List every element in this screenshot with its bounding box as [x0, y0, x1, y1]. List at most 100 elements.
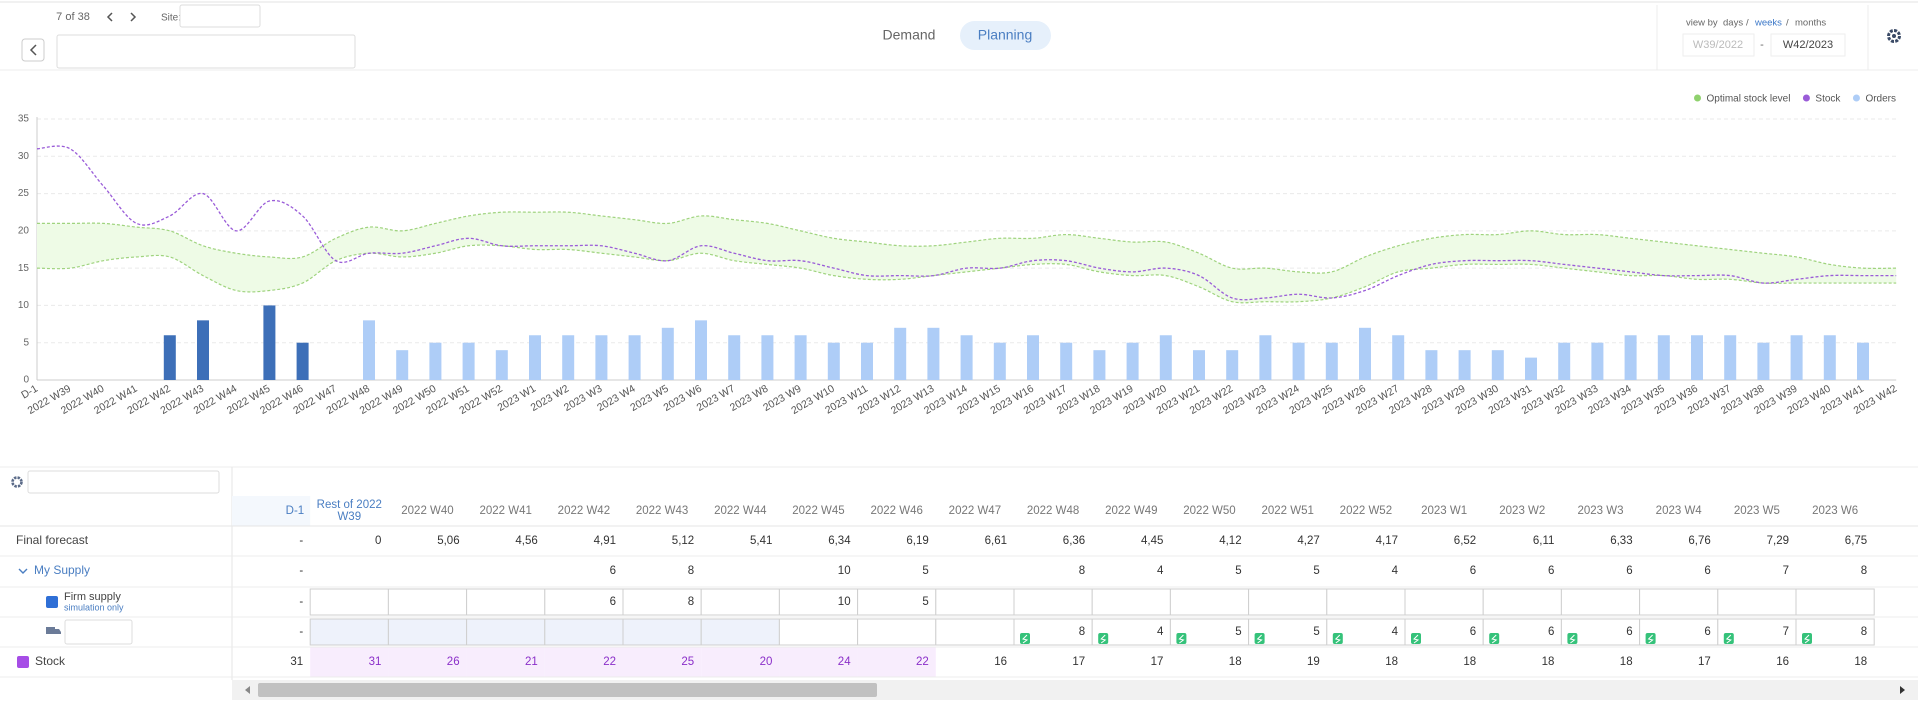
bar [827, 342, 840, 380]
bar [1458, 350, 1471, 380]
column-header: 2022 W46 [870, 505, 922, 517]
bar [1126, 342, 1139, 380]
tab-demand[interactable]: Demand [883, 27, 936, 43]
scroll-left[interactable] [245, 686, 250, 694]
column-header: 2022 W49 [1105, 505, 1157, 517]
bar [1857, 342, 1869, 380]
view-days[interactable]: days [1723, 18, 1743, 29]
y-tick-label: 15 [18, 263, 30, 274]
bar [1724, 335, 1737, 380]
table-search-input[interactable] [27, 470, 220, 494]
optimal-band-upper [36, 211, 1897, 274]
supply-input-cell [622, 618, 702, 646]
bar [993, 342, 1006, 380]
supplier-icon [1645, 633, 1656, 644]
bar [396, 350, 409, 380]
stock-highlight [466, 647, 545, 677]
bar [1159, 335, 1172, 380]
scrollbar-thumb[interactable] [258, 683, 877, 697]
cell-value: 20 [760, 656, 773, 668]
settings-icon[interactable] [1887, 29, 1901, 43]
table-settings-icon[interactable] [11, 476, 23, 488]
bar [1060, 342, 1073, 380]
cell-value: 6 [1704, 565, 1710, 577]
truck-icon [46, 627, 55, 634]
supplier-icon-mark [1804, 634, 1811, 644]
cell-value: 6,11 [1533, 535, 1555, 547]
firm-input-cell [1248, 588, 1328, 616]
prev-button[interactable] [106, 12, 113, 22]
legend-dot [1802, 94, 1810, 102]
column-header: 2023 W4 [1656, 505, 1702, 517]
tab-planning[interactable]: Planning [978, 27, 1033, 43]
column-header-text: 2022 W43 [635, 505, 689, 517]
column-header-text: 2022 W48 [1026, 505, 1080, 517]
cell-value: 24 [838, 656, 851, 668]
range-to-input[interactable] [1770, 33, 1846, 57]
back-button[interactable] [21, 38, 45, 62]
supply-input-cell [309, 618, 389, 646]
next-button[interactable] [130, 12, 137, 22]
view-weeks[interactable]: weeks [1754, 18, 1782, 29]
bar [1525, 357, 1537, 380]
bar [927, 327, 940, 380]
bar [628, 335, 641, 380]
bar [1325, 342, 1338, 380]
supplier-icon [1020, 633, 1030, 644]
cell-value: 6 [1626, 565, 1632, 577]
legend-dot [1852, 94, 1860, 102]
cell-value: 4,45 [1141, 535, 1163, 547]
view-by-label: view by [1686, 18, 1718, 29]
supply-input-cell [857, 618, 937, 646]
bar [728, 335, 741, 380]
x-tick-label: D-1 [19, 383, 40, 402]
row-input [64, 619, 133, 645]
optimal-band-fill [37, 211, 1897, 303]
range-from-input[interactable] [1682, 33, 1755, 57]
range-dash: - [1760, 39, 1764, 51]
firm-input-cell [1091, 588, 1171, 616]
site-input[interactable] [179, 4, 261, 28]
cell-value: - [299, 565, 303, 577]
bar [363, 320, 375, 380]
cell-value: 16 [1776, 656, 1789, 668]
column-header: 2022 W52 [1340, 505, 1392, 517]
column-header-text: 2022 W50 [1183, 505, 1236, 517]
column-header-text: D-1 [285, 505, 305, 517]
y-tick-label: 0 [23, 375, 29, 386]
view-months[interactable]: months [1795, 18, 1826, 29]
supplier-icon-mark [1647, 634, 1654, 644]
gear-center [1892, 34, 1896, 38]
bar [1292, 342, 1305, 380]
cell-value: 4 [1157, 626, 1164, 638]
cell-value: 4,12 [1219, 535, 1241, 547]
cell-value: 8 [1079, 565, 1085, 577]
bar [1757, 342, 1770, 380]
bar [1624, 335, 1637, 380]
cell-value: 5 [922, 565, 928, 577]
cell-value: 22 [603, 656, 616, 668]
supplier-icon [1254, 633, 1265, 644]
column-header: 2023 W1 [1421, 505, 1467, 517]
bar [1392, 335, 1405, 380]
y-tick-label: 10 [18, 300, 30, 311]
cell-value: 5,41 [750, 535, 772, 547]
supplier-icon [1489, 633, 1500, 644]
supply-input-cell [387, 618, 468, 646]
header-d1-bg [232, 496, 311, 526]
cell-value: 6 [1548, 565, 1554, 577]
supplier-icon [1411, 633, 1421, 644]
cell-value: 4 [1392, 626, 1399, 638]
column-header-text: 2023 W6 [1812, 505, 1859, 517]
supply-input-cell [700, 618, 780, 646]
search-input[interactable] [56, 34, 356, 69]
supply-input-cell [466, 618, 546, 646]
bar [429, 342, 442, 380]
scroll-right[interactable] [1900, 686, 1905, 694]
row-sublabel: simulation only [64, 602, 124, 612]
column-header: 2022 W44 [714, 505, 766, 517]
column-header: 2023 W6 [1812, 505, 1859, 517]
bar [163, 335, 176, 380]
